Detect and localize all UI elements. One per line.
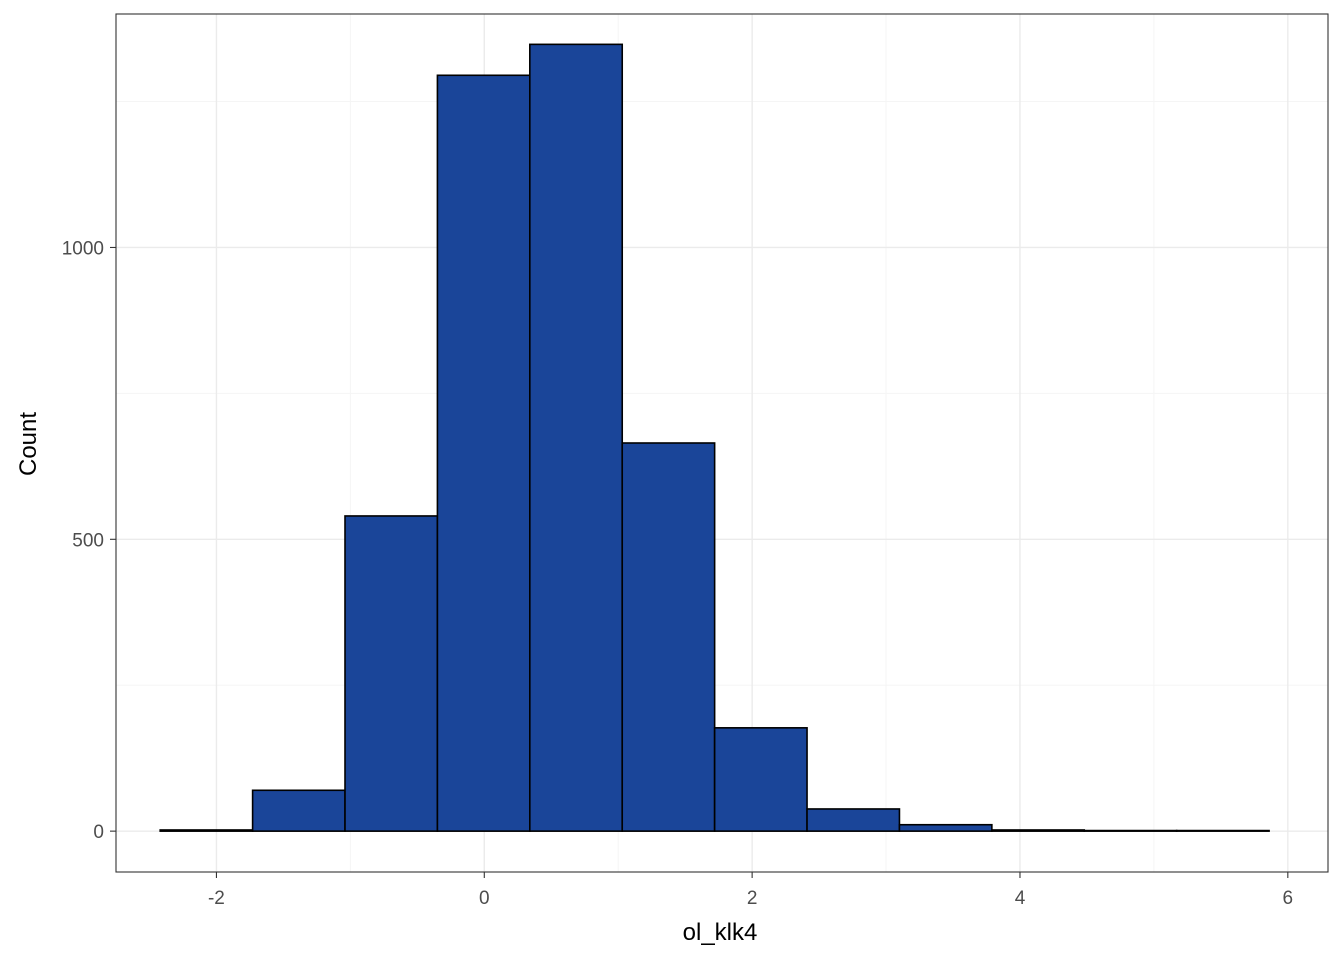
x-tick-label: 4 [1015,888,1026,909]
histogram-bar [251,789,346,832]
y-tick-label: 500 [72,530,104,551]
x-axis-ticks: -2 0 2 4 6 [208,872,1293,909]
histogram-bar [159,829,254,832]
histogram-bar [806,808,901,832]
y-axis-ticks: 0 500 1000 [62,238,116,843]
x-tick-label: 2 [747,888,758,909]
histogram-bar [898,823,993,832]
x-tick-label: 0 [479,888,490,909]
x-tick-label: -2 [208,888,225,909]
panel-border [115,13,1329,873]
x-tick-label: 6 [1283,888,1294,909]
histogram-bars [159,43,1270,832]
histogram-bar [1083,829,1178,832]
y-tick-label: 1000 [62,238,104,259]
histogram-bar [713,727,808,832]
x-axis-title: ol_klk4 [683,919,758,946]
y-tick-label: 0 [93,822,104,843]
histogram-bar [991,829,1086,832]
y-axis-title: Count [15,412,42,476]
histogram-bar [529,43,624,832]
histogram-bar [436,74,531,832]
histogram-bar [621,442,716,832]
histogram-bar [1175,829,1270,832]
histogram-bar [344,515,439,832]
